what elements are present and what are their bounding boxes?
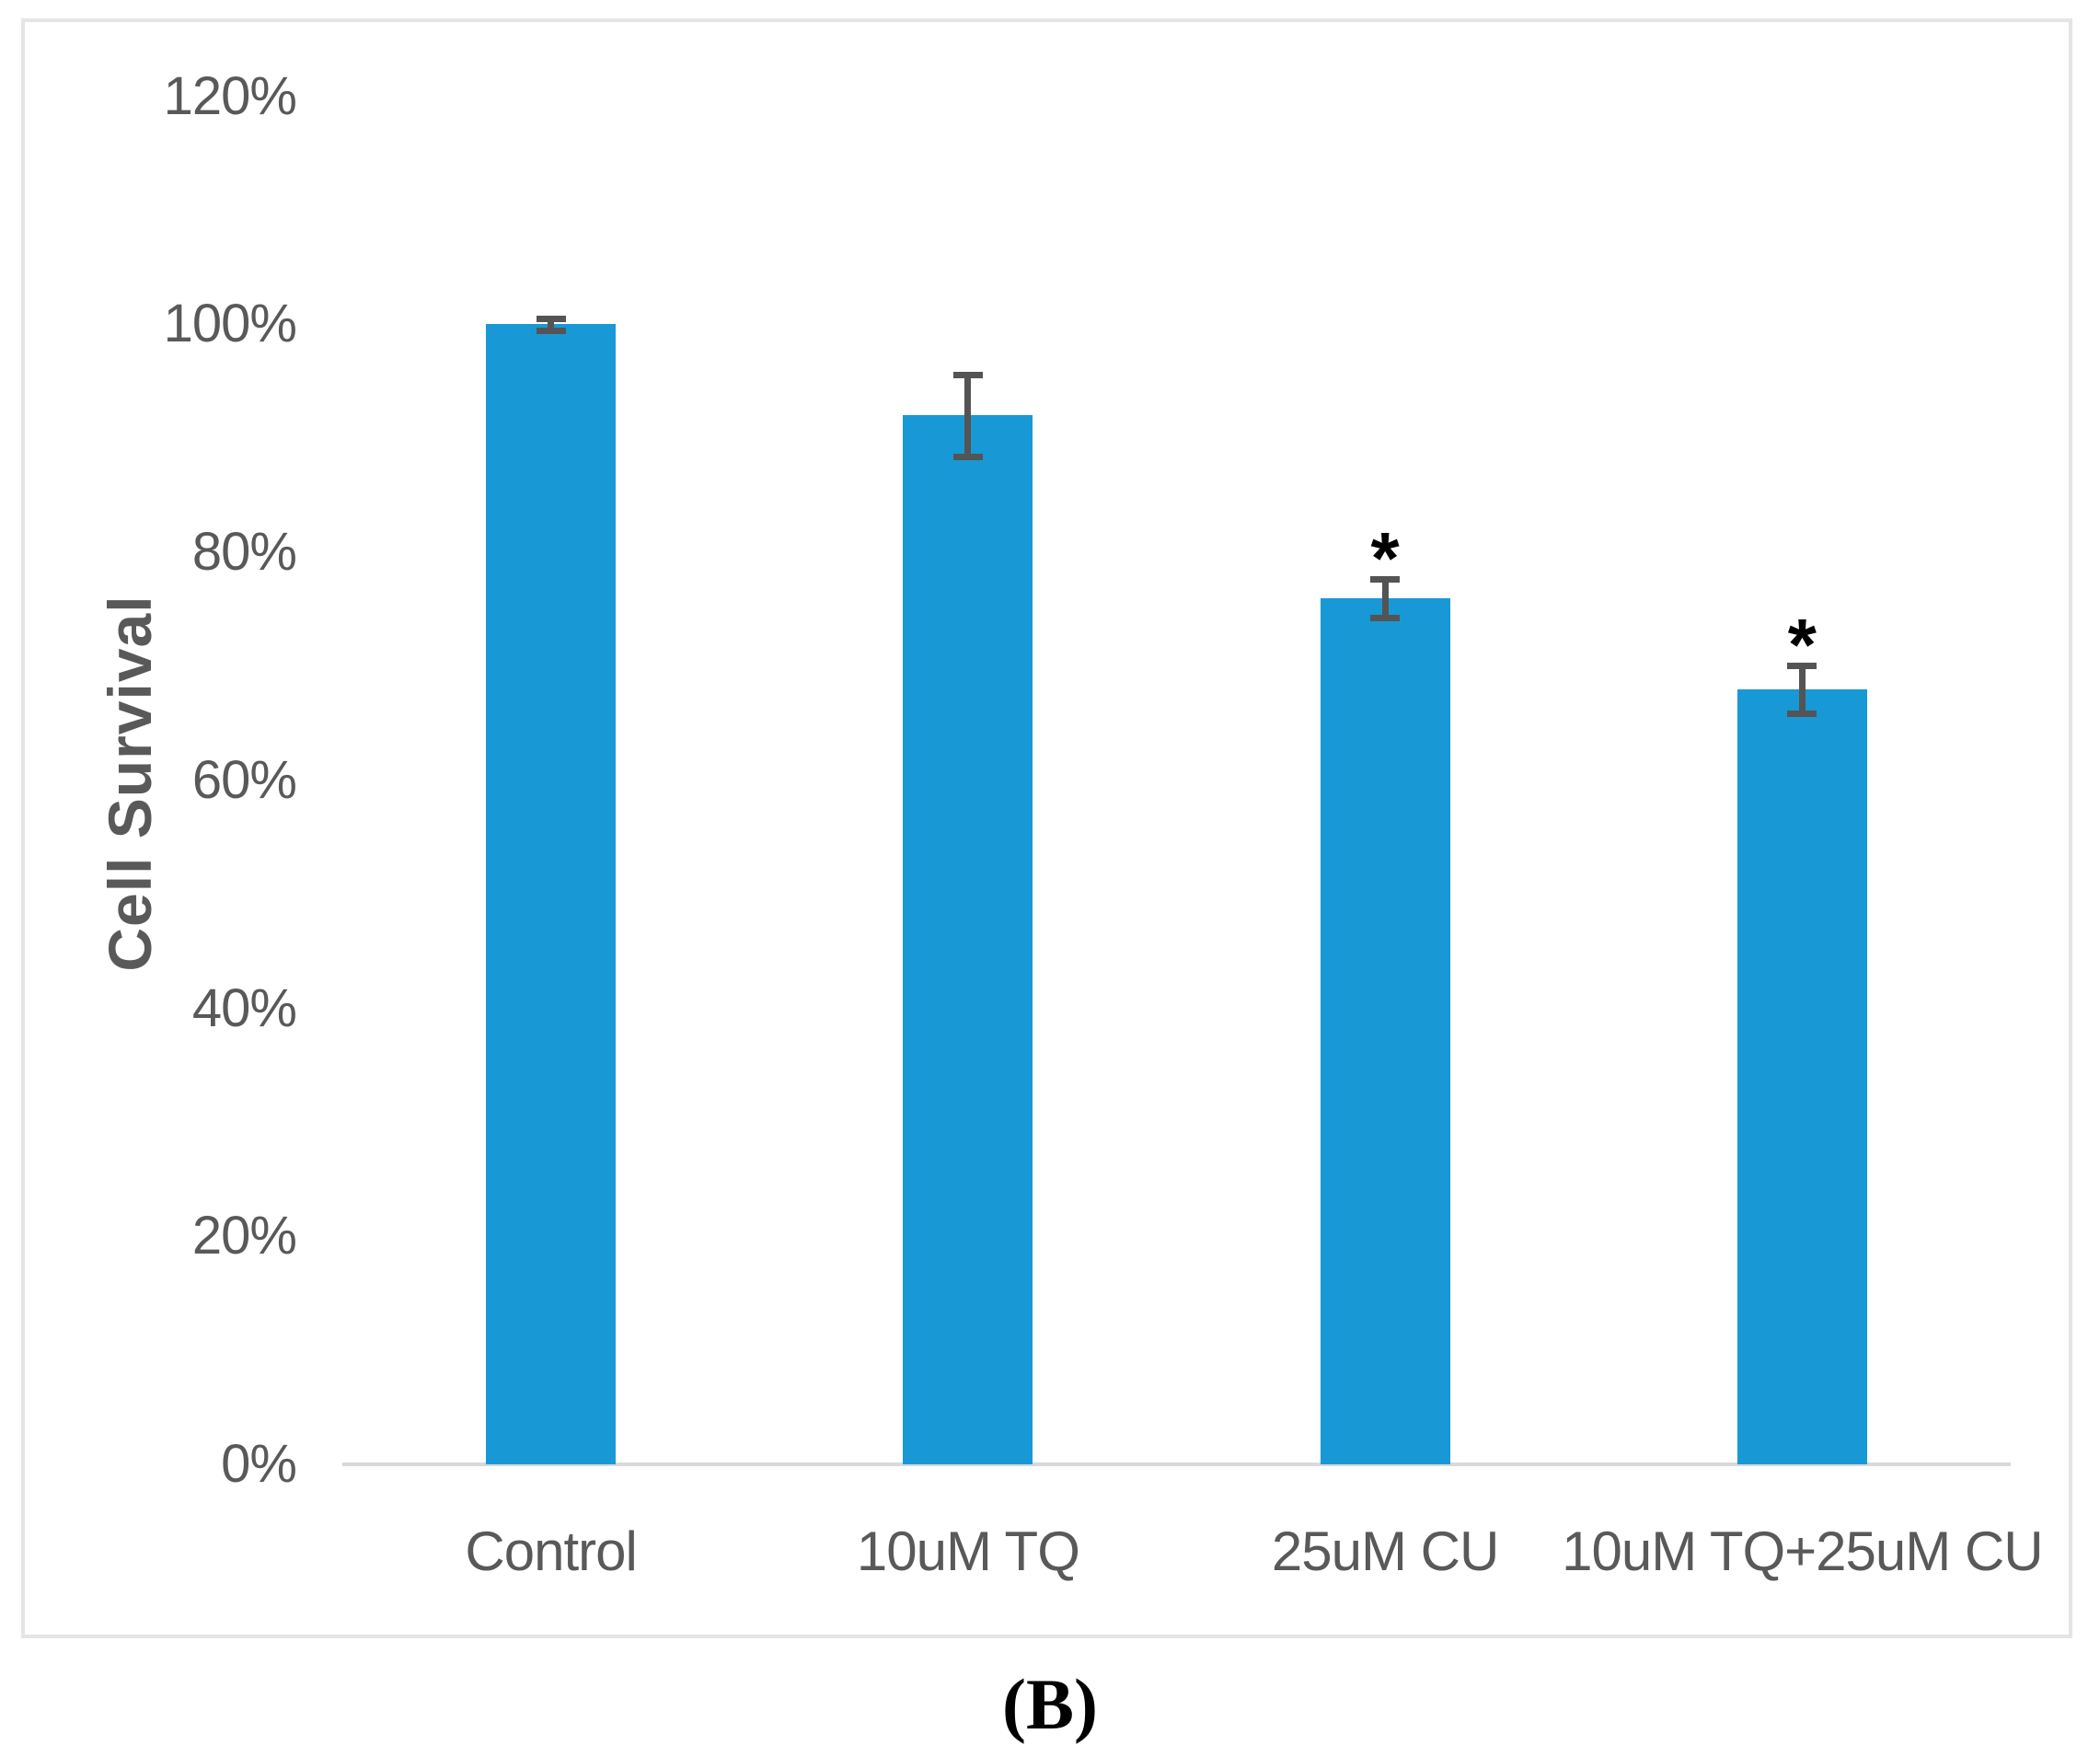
y-tick-label: 120%	[163, 65, 297, 126]
x-category-label: 25uM CU	[1271, 1520, 1499, 1582]
bar	[1737, 688, 1867, 1464]
error-bar-cap	[536, 327, 566, 334]
y-tick-label: 20%	[191, 1206, 297, 1266]
y-tick-label: 80%	[191, 522, 297, 583]
error-bar-cap	[1787, 710, 1817, 717]
x-category-label: 10uM TQ+25uM CU	[1562, 1520, 2043, 1582]
error-bar-cap	[952, 371, 983, 378]
y-tick-label: 40%	[191, 977, 297, 1038]
error-bar-cap	[952, 454, 983, 461]
error-bar-cap	[1370, 614, 1401, 621]
error-bar-cap	[1370, 575, 1401, 583]
y-tick-label: 0%	[221, 1434, 297, 1494]
error-bar	[1381, 578, 1389, 618]
error-bar	[548, 318, 555, 330]
y-tick-label: 100%	[163, 294, 297, 354]
bar	[903, 415, 1033, 1464]
x-category-label: 10uM TQ	[856, 1520, 1080, 1582]
significance-asterisk: *	[1787, 603, 1817, 686]
bar	[1320, 597, 1450, 1464]
bar	[486, 324, 617, 1464]
figure-caption: (B)	[1002, 1664, 1098, 1744]
x-axis-line	[342, 1462, 2011, 1466]
chart-frame	[21, 18, 2072, 1638]
x-category-label: Control	[465, 1520, 637, 1582]
error-bar-cap	[1787, 662, 1817, 669]
significance-asterisk: *	[1370, 516, 1400, 599]
y-tick-label: 60%	[191, 749, 297, 810]
error-bar	[964, 374, 972, 457]
error-bar-cap	[536, 316, 566, 323]
error-bar	[1798, 665, 1806, 713]
